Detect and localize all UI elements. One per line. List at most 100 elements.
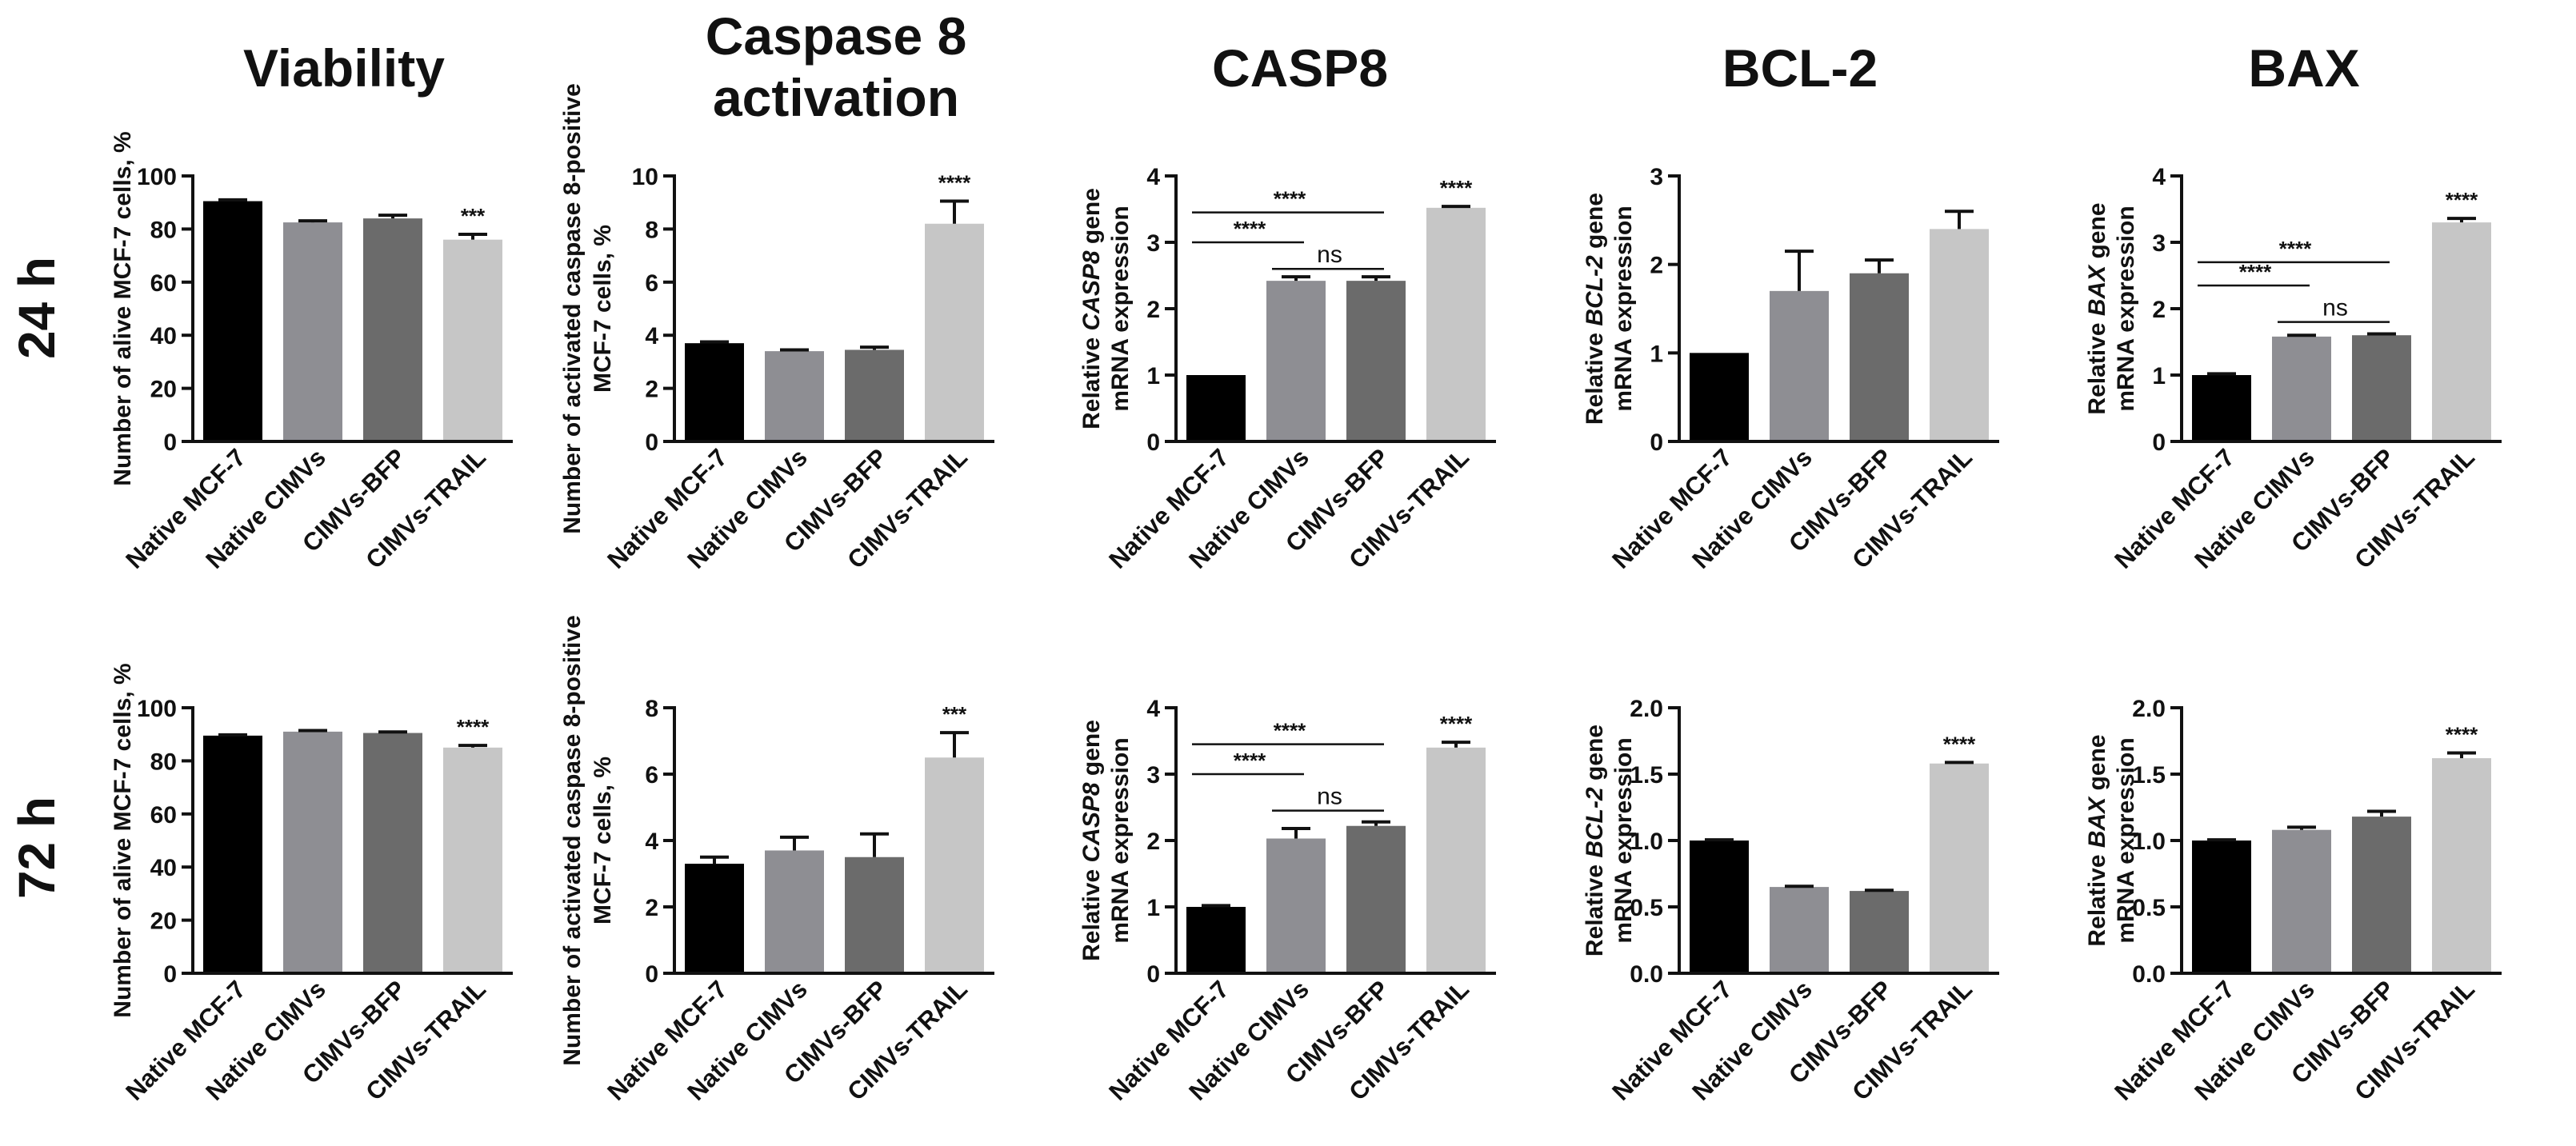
ylabel-post-casp8_72h: gene [1078,720,1105,782]
y-tick-label-bcl2_24h-2: 2 [1650,253,1663,279]
bar-viability_72h-1 [283,731,342,973]
ylabel-line2-bax_72h: mRNA expression [2113,737,2139,943]
y-tick-label-bcl2_72h-2: 1.0 [1630,829,1663,855]
y-tick-label-caspase_72h-2: 4 [645,829,658,855]
y-tick-label-casp8_72h-1: 1 [1146,895,1160,921]
ylabel-post-bax_72h: gene [2084,734,2110,797]
significance-bax_72h-0: **** [2446,722,2478,746]
bracket-label-bax_24h-0: **** [2239,260,2272,284]
y-tick-label-casp8_72h-4: 4 [1146,696,1160,722]
significance-viability_72h-0: **** [457,715,490,739]
ylabel-pre-casp8_72h: Relative [1078,863,1105,961]
ylabel-line2-bax_24h: mRNA expression [2113,206,2139,411]
ylabel-gene-bcl2_24h: BCL-2 [1582,255,1608,326]
y-tick-label-casp8_24h-3: 3 [1146,230,1160,257]
bar-casp8_72h-1 [1266,838,1326,973]
ylabel-line2-caspase_24h: MCF-7 cells, % [590,225,616,393]
ylabel-line1-bcl2_72h: Relative BCL-2 gene [1582,725,1608,956]
y-tick-label-caspase_24h-4: 8 [645,217,658,243]
significance-casp8_24h-0: **** [1440,176,1473,200]
bar-caspase_72h-2 [845,857,904,973]
y-tick-label-caspase_24h-5: 10 [632,164,658,190]
y-tick-label-viability_24h-0: 0 [163,429,177,456]
y-tick-label-bcl2_72h-0: 0.0 [1630,961,1663,988]
bar-viability_72h-3 [443,747,502,973]
bar-casp8_24h-2 [1346,281,1406,441]
y-tick-label-caspase_24h-0: 0 [645,429,658,456]
significance-bax_24h-0: **** [2446,188,2478,212]
y-tick-label-caspase_24h-2: 4 [645,323,658,349]
significance-bcl2_72h-0: **** [1943,732,1976,756]
ylabel-line2-casp8_72h: mRNA expression [1107,737,1134,943]
bar-caspase_24h-0 [685,343,744,441]
y-tick-label-bax_72h-4: 2.0 [2132,696,2166,722]
y-tick-label-viability_72h-4: 80 [150,749,177,775]
title-caspase-line2: activation [713,68,959,127]
y-tick-label-casp8_24h-1: 1 [1146,363,1160,389]
bar-bax_24h-3 [2432,222,2491,441]
y-tick-label-bcl2_72h-4: 2.0 [1630,696,1663,722]
y-tick-label-caspase_24h-1: 2 [645,377,658,403]
y-tick-label-bax_72h-2: 1.0 [2132,829,2166,855]
y-tick-label-bcl2_24h-0: 0 [1650,429,1663,456]
y-tick-label-bcl2_24h-3: 3 [1650,164,1663,190]
bar-bcl2_72h-0 [1690,841,1749,973]
ylabel-line2-bcl2_24h: mRNA expression [1610,206,1637,411]
bar-bcl2_24h-2 [1850,273,1909,441]
title-caspase-line1: Caspase 8 [706,6,967,66]
y-tick-label-viability_24h-5: 100 [137,164,177,190]
title-bax: BAX [2248,38,2359,98]
bar-bax_72h-0 [2192,841,2251,973]
y-tick-label-viability_24h-1: 20 [150,377,177,403]
significance-viability_24h-0: *** [461,204,486,228]
y-tick-label-caspase_72h-3: 6 [645,762,658,789]
title-bcl2: BCL-2 [1722,38,1878,98]
row-label-24h: 24 h [8,257,66,359]
significance-caspase_72h-0: *** [942,702,967,726]
y-tick-label-viability_24h-3: 60 [150,270,177,297]
row-label-72h: 72 h [8,797,66,899]
bar-bax_24h-2 [2352,335,2411,441]
ylabel-line1-bcl2_24h: Relative BCL-2 gene [1582,193,1608,425]
bar-bcl2_24h-1 [1770,290,1829,441]
y-tick-label-viability_72h-3: 60 [150,802,177,829]
y-tick-label-casp8_24h-4: 4 [1146,164,1160,190]
bar-casp8_72h-2 [1346,825,1406,973]
bar-viability_24h-2 [363,218,422,441]
bracket-label-casp8_24h-0: **** [1234,217,1266,241]
ylabel-pre-casp8_24h: Relative [1078,331,1105,429]
ylabel-line1-casp8_72h: Relative CASP8 gene [1078,720,1105,961]
ylabel-gene-bcl2_72h: BCL-2 [1582,787,1608,858]
y-tick-label-viability_24h-4: 80 [150,217,177,243]
y-tick-label-bax_72h-3: 1.5 [2132,762,2166,789]
bar-caspase_72h-1 [765,850,824,973]
bracket-label-casp8_72h-2: ns [1317,784,1342,810]
ylabel-gene-bax_72h: BAX [2084,796,2110,848]
title-viability: Viability [243,38,445,98]
y-tick-label-viability_72h-0: 0 [163,961,177,988]
bar-bax_72h-2 [2352,817,2411,973]
bar-bcl2_72h-2 [1850,891,1909,973]
bar-bax_72h-3 [2432,758,2491,973]
ylabel-pre-bax_72h: Relative [2084,848,2110,946]
ylabel-line1-caspase_24h: Number of activated caspase 8-positive [559,83,586,534]
bar-caspase_24h-2 [845,349,904,441]
ylabel-line1-caspase_72h: Number of activated caspase 8-positive [559,615,586,1066]
y-tick-label-caspase_72h-1: 2 [645,895,658,921]
bar-viability_72h-2 [363,733,422,973]
bar-bax_72h-1 [2272,829,2331,973]
bar-bax_24h-1 [2272,336,2331,441]
ylabel-post-bcl2_72h: gene [1582,725,1608,787]
ylabel-viability_24h: Number of alive MCF-7 cells, % [110,131,136,485]
y-tick-label-bax_24h-1: 1 [2152,363,2166,389]
ylabel-pre-bcl2_24h: Relative [1582,326,1608,425]
y-tick-label-casp8_24h-2: 2 [1146,297,1160,323]
